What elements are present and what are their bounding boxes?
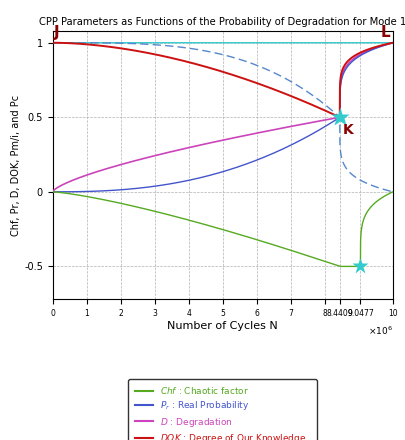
Title: CPP Parameters as Functions of the Probability of Degradation for Mode 1: CPP Parameters as Functions of the Proba… (39, 17, 405, 27)
X-axis label: Number of Cycles N: Number of Cycles N (167, 321, 278, 331)
Y-axis label: Chf, Pr, D, DOK, Pm/i, and Pc: Chf, Pr, D, DOK, Pm/i, and Pc (11, 95, 21, 235)
Legend: $\mathit{Chf}$ : Chaotic factor, $\mathit{P_r}$ : Real Probability, $\mathit{D}$: $\mathit{Chf}$ : Chaotic factor, $\mathi… (128, 379, 317, 440)
Text: $\times 10^6$: $\times 10^6$ (368, 324, 393, 337)
Text: K: K (343, 123, 354, 137)
Text: L: L (381, 26, 390, 40)
Text: J: J (54, 26, 60, 40)
